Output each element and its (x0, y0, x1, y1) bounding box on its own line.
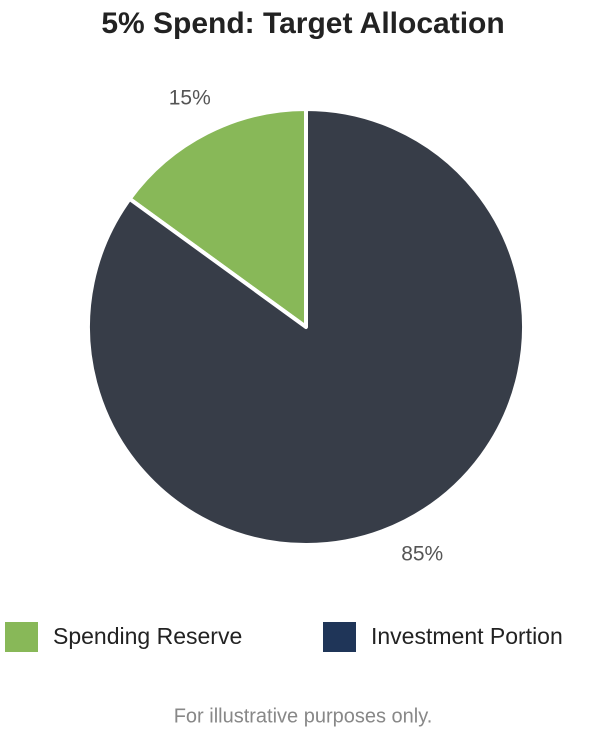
pie-slice (127, 107, 308, 329)
data-label: 15% (169, 86, 211, 109)
legend-swatch (323, 622, 356, 652)
chart-title: 5% Spend: Target Allocation (101, 7, 504, 40)
pie-slice (86, 107, 526, 547)
legend-label: Investment Portion (371, 623, 563, 649)
legend-label: Spending Reserve (53, 623, 242, 649)
data-label: 85% (401, 543, 443, 566)
note: For illustrative purposes only. (174, 705, 433, 727)
legend-swatch (5, 622, 38, 652)
